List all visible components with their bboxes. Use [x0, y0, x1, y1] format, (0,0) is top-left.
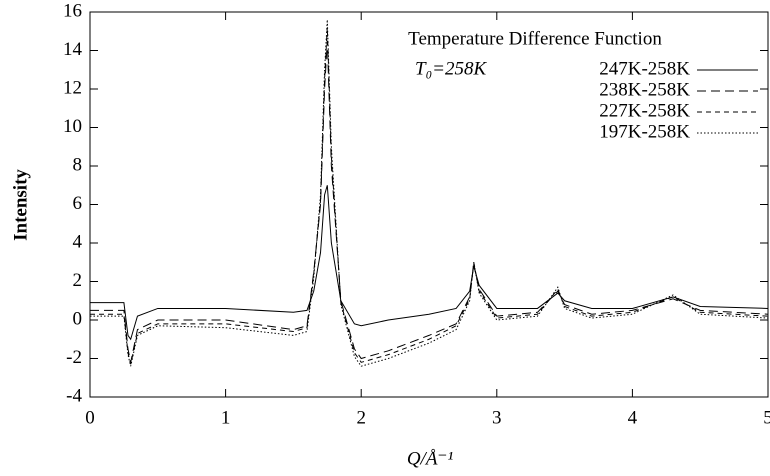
x-tick-label: 1 — [221, 407, 231, 428]
y-tick-label: 4 — [73, 231, 83, 252]
x-tick-label: 0 — [85, 407, 95, 428]
y-axis-label: Intensity — [10, 169, 31, 241]
x-tick-label: 2 — [356, 407, 366, 428]
legend-label: 247K-258K — [599, 58, 690, 79]
y-tick-label: 2 — [73, 270, 83, 291]
legend-label: 238K-258K — [599, 79, 690, 100]
data-line — [90, 185, 769, 341]
y-tick-label: 12 — [63, 77, 82, 98]
y-tick-label: 0 — [73, 308, 83, 329]
x-tick-label: 3 — [492, 407, 502, 428]
x-axis-label: Q/Å⁻¹ — [407, 448, 454, 469]
x-tick-label: 5 — [763, 407, 770, 428]
y-tick-label: 14 — [63, 39, 83, 60]
legend-label: 227K-258K — [599, 100, 690, 121]
x-tick-label: 4 — [628, 407, 638, 428]
data-line — [90, 19, 769, 367]
y-tick-label: 6 — [73, 193, 83, 214]
y-tick-label: 10 — [63, 116, 82, 137]
chart-title: Temperature Difference Function — [408, 28, 662, 49]
legend-label: 197K-258K — [599, 121, 690, 142]
y-tick-label: 16 — [63, 0, 82, 21]
y-tick-label: -4 — [66, 385, 82, 406]
annotation: T₀=258K — [415, 58, 487, 79]
data-line — [90, 40, 769, 363]
y-tick-label: -2 — [66, 347, 82, 368]
y-tick-label: 8 — [73, 154, 83, 175]
